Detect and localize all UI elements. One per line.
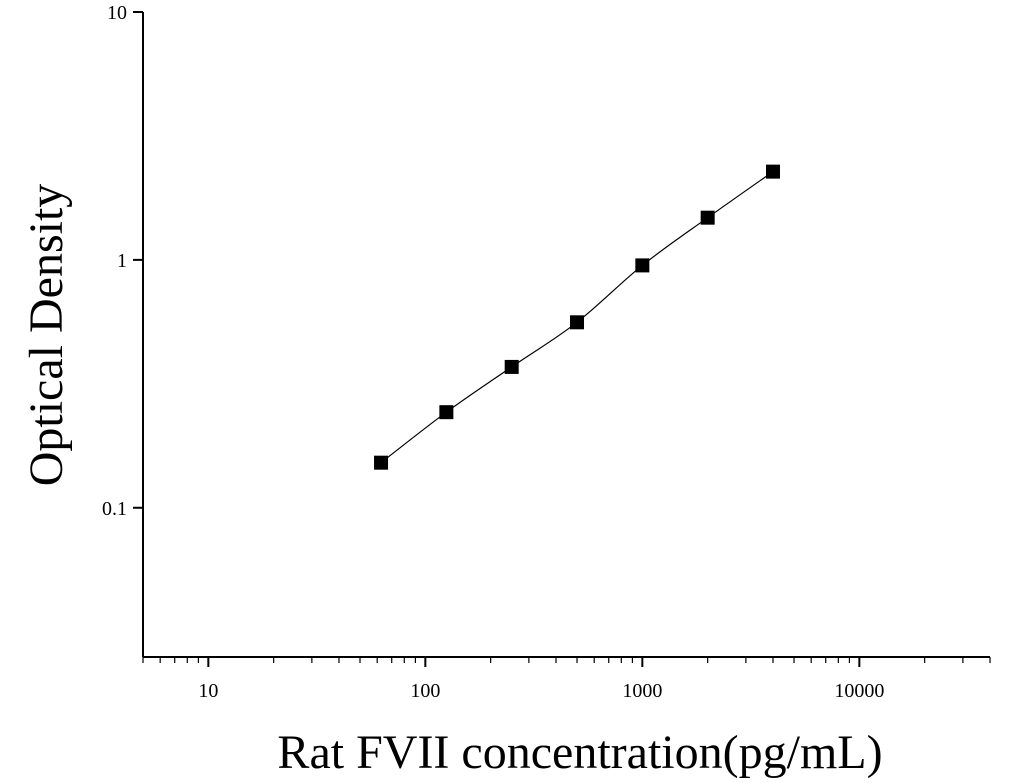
y-tick-label: 1 [117, 250, 127, 272]
data-points [374, 164, 780, 470]
data-point [570, 315, 585, 330]
y-tick-labels: 0.1 1 10 [102, 2, 127, 520]
data-point [700, 210, 715, 225]
data-point [374, 455, 389, 470]
data-point [504, 359, 519, 374]
y-tick-label: 10 [107, 2, 127, 24]
x-tick-label: 100 [410, 680, 440, 702]
x-tick-labels: 10 100 1000 10000 [198, 680, 884, 702]
data-point [439, 405, 454, 420]
x-axis-title: Rat FVII concentration(pg/mL) [277, 726, 882, 779]
axes [142, 12, 990, 658]
y-axis-title: Optical Density [20, 184, 73, 487]
y-tick-label: 0.1 [102, 498, 127, 520]
x-tick-label: 1000 [622, 680, 662, 702]
y-ticks [133, 11, 143, 509]
x-tick-label: 10000 [834, 680, 884, 702]
data-point [635, 258, 650, 273]
data-point [765, 164, 780, 179]
x-tick-label: 10 [198, 680, 218, 702]
x-ticks [142, 657, 991, 667]
